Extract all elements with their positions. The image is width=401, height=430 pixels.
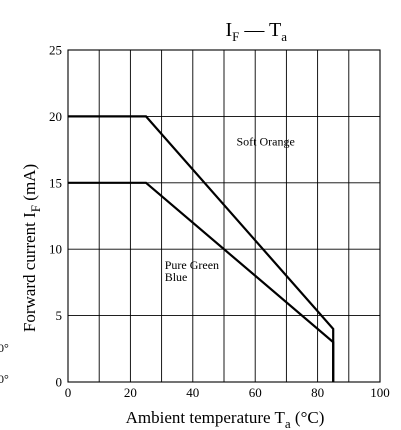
title-right: T	[269, 19, 281, 41]
y-axis-label: Forward current IF (mA)	[20, 164, 43, 332]
series-label-line: Soft Orange	[236, 135, 294, 149]
y-axis-label-sub: F	[28, 205, 43, 212]
y-tick-label: 25	[49, 43, 62, 58]
x-axis-label: Ambient temperature Ta (°C)	[126, 408, 325, 430]
title-left: I	[225, 19, 232, 41]
x-axis-label-sub: a	[285, 416, 291, 430]
series-label-2: Pure Green Blue	[165, 258, 219, 284]
y-axis-label-text: Forward current I	[20, 212, 39, 332]
y-tick-label: 10	[49, 242, 62, 257]
x-tick-label: 60	[249, 385, 262, 400]
x-tick-label: 0	[65, 385, 72, 400]
y-axis-label-unit: (mA)	[20, 164, 39, 205]
x-tick-label: 40	[186, 385, 199, 400]
series-label-line: Pure Green	[165, 258, 219, 272]
series-labels: Soft Orange Pure Green Blue	[165, 135, 295, 285]
y-tick-label: 0	[56, 375, 63, 390]
series-label-1: Soft Orange	[236, 135, 294, 149]
plot-frame	[67, 49, 381, 383]
y-tick-label: 15	[49, 175, 62, 190]
title-right-sub: a	[281, 29, 287, 44]
plot-border	[67, 49, 381, 383]
chart-title: IF — Ta	[225, 19, 287, 44]
series-label-line: Blue	[165, 270, 188, 284]
series-lines	[68, 115, 335, 382]
x-tick-label: 100	[370, 385, 390, 400]
edge-fragment-2: 0°	[0, 372, 9, 386]
title-dash: —	[239, 19, 269, 41]
x-axis-label-unit: (°C)	[291, 408, 325, 427]
x-tick-label: 80	[311, 385, 324, 400]
x-tick-label: 20	[124, 385, 137, 400]
y-tick-label: 20	[49, 109, 62, 124]
edge-fragment-1: 0°	[0, 341, 9, 355]
x-axis-label-text: Ambient temperature T	[126, 408, 286, 427]
series-line-2	[68, 181, 335, 382]
y-tick-label: 5	[56, 308, 63, 323]
tick-labels: 0 20 40 60 80 100 0 5 10 15 20 25	[49, 43, 390, 401]
title-left-sub: F	[232, 29, 239, 44]
